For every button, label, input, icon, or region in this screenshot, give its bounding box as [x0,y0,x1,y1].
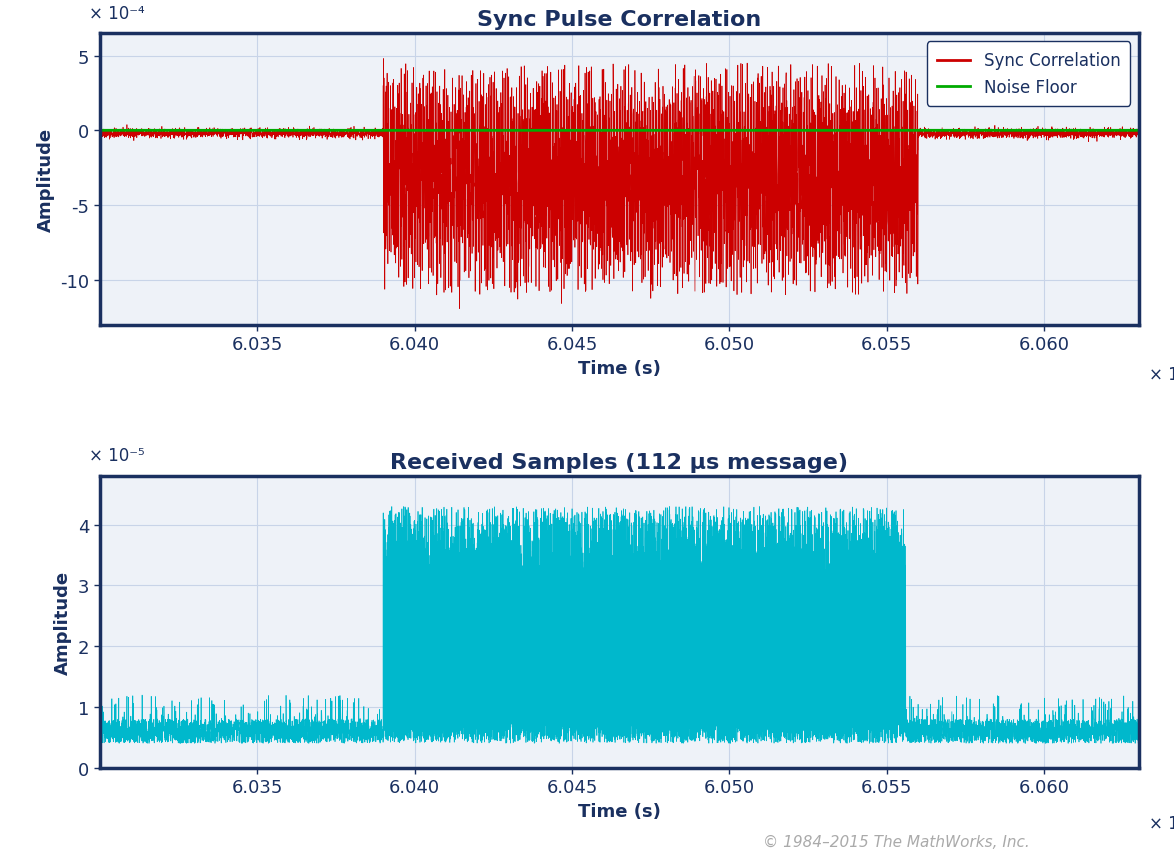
Sync Correlation [93,128,107,138]
Y-axis label: Amplitude: Amplitude [36,128,55,232]
Y-axis label: Amplitude: Amplitude [54,570,73,674]
Line: Sync Correlation: Sync Correlation [100,60,1139,309]
Text: × 10⁵: × 10⁵ [1149,366,1174,384]
Sync Correlation [708,200,722,210]
Sync Correlation [470,139,484,149]
Noise Floor [468,126,483,136]
Title: Sync Pulse Correlation: Sync Pulse Correlation [477,10,762,30]
Sync Correlation [144,129,158,139]
Noise Floor [708,126,722,136]
Noise Floor [1132,126,1146,136]
Sync Correlation [1132,125,1146,135]
Sync Correlation [452,304,466,314]
Legend: Sync Correlation, Noise Floor: Sync Correlation, Noise Floor [927,43,1131,107]
Sync Correlation [753,188,767,198]
Noise Floor [93,126,107,136]
Text: × 10⁻⁴: × 10⁻⁴ [89,4,146,22]
Noise Floor [144,126,158,136]
Noise Floor [918,126,932,136]
X-axis label: Time (s): Time (s) [578,359,661,377]
Text: × 10⁻⁵: × 10⁻⁵ [89,447,146,465]
Sync Correlation [919,132,933,142]
Text: © 1984–2015 The MathWorks, Inc.: © 1984–2015 The MathWorks, Inc. [763,833,1030,849]
Noise Floor [863,126,877,136]
Text: × 10⁵: × 10⁵ [1149,815,1174,833]
Title: Received Samples (112 μs message): Received Samples (112 μs message) [390,452,849,473]
Sync Correlation [863,104,877,114]
X-axis label: Time (s): Time (s) [578,802,661,820]
Sync Correlation [377,55,391,65]
Noise Floor [753,126,767,136]
